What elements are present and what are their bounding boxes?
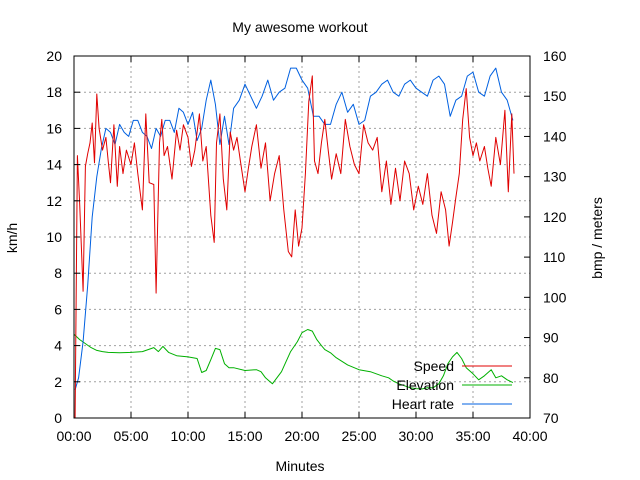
x-tick-label: 30:00 bbox=[398, 428, 433, 444]
x-tick-label: 05:00 bbox=[113, 428, 148, 444]
axis-ticks: 00:00 05:00 10:00 15:00 20:00 25:00 30:00 35:00… bbox=[46, 48, 566, 444]
y-tick-label: 10 bbox=[46, 229, 62, 245]
y-tick-label: 2 bbox=[54, 374, 62, 390]
y2-tick-label: 120 bbox=[543, 209, 567, 225]
y-axis-label: km/h bbox=[4, 223, 20, 253]
series-elevation-line bbox=[73, 329, 514, 390]
y2-tick-label: 70 bbox=[543, 410, 559, 426]
y2-tick-label: 140 bbox=[543, 128, 567, 144]
y-tick-label: 0 bbox=[54, 410, 62, 426]
grid-lines bbox=[74, 56, 530, 418]
legend-label-speed: Speed bbox=[414, 358, 454, 374]
y-tick-label: 16 bbox=[46, 120, 62, 136]
x-tick-label: 25:00 bbox=[341, 428, 376, 444]
legend-label-heart-rate: Heart rate bbox=[392, 396, 454, 412]
x-tick-label: 10:00 bbox=[170, 428, 205, 444]
x-axis-label: Minutes bbox=[275, 458, 324, 474]
series-speed-line bbox=[74, 75, 515, 419]
y2-tick-label: 110 bbox=[543, 249, 566, 265]
x-tick-label: 40:00 bbox=[512, 428, 547, 444]
y-tick-label: 6 bbox=[54, 301, 62, 317]
chart-title: My awesome workout bbox=[232, 19, 367, 35]
x-tick-label: 20:00 bbox=[284, 428, 319, 444]
y2-tick-label: 90 bbox=[543, 330, 559, 346]
x-tick-label: 15:00 bbox=[227, 428, 262, 444]
x-tick-label: 00:00 bbox=[56, 428, 91, 444]
y2-tick-label: 80 bbox=[543, 370, 559, 386]
y-tick-label: 18 bbox=[46, 84, 62, 100]
y-tick-label: 8 bbox=[54, 265, 62, 281]
legend-label-elevation: Elevation bbox=[396, 377, 454, 393]
series-layer bbox=[73, 67, 515, 419]
series-heart-rate-line bbox=[74, 67, 514, 390]
y2-tick-label: 150 bbox=[543, 88, 567, 104]
legend: Speed Elevation Heart rate bbox=[392, 358, 512, 412]
x-tick-label: 35:00 bbox=[455, 428, 490, 444]
y2-tick-label: 130 bbox=[543, 169, 567, 185]
y2-tick-label: 100 bbox=[543, 289, 567, 305]
y2-tick-label: 160 bbox=[543, 48, 567, 64]
y2-axis-label: bmp / meters bbox=[589, 197, 605, 279]
y-tick-label: 4 bbox=[54, 338, 62, 354]
y-tick-label: 14 bbox=[46, 157, 62, 173]
y-tick-label: 12 bbox=[46, 193, 62, 209]
y-tick-label: 20 bbox=[46, 48, 62, 64]
